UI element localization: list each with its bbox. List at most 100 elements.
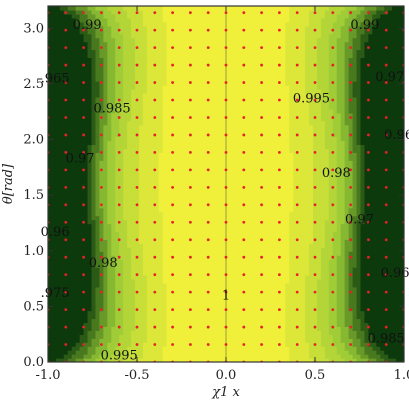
contour-cell: [233, 259, 239, 264]
contour-cell: [150, 33, 156, 39]
contour-cell: [229, 211, 235, 217]
contour-cell: [59, 255, 65, 260]
contour-cell: [59, 152, 65, 157]
contour-cell: [87, 37, 93, 43]
contour-cell: [59, 108, 65, 114]
contour-cell: [135, 93, 140, 98]
contour-cell: [59, 77, 65, 82]
contour-cell: [229, 57, 235, 62]
contour-cell: [123, 195, 128, 201]
contour-cell: [249, 274, 255, 280]
contour-cell: [249, 338, 255, 343]
contour-cell: [174, 294, 180, 300]
contour-cell: [119, 263, 124, 268]
contour-cell: [103, 89, 108, 94]
contour-cell: [51, 21, 57, 27]
contour-cell: [48, 199, 53, 205]
contour-cell: [182, 81, 188, 86]
contour-cell: [115, 41, 120, 47]
contour-cell: [233, 203, 239, 209]
contour-cell: [257, 259, 263, 264]
contour-cell: [142, 298, 148, 304]
contour-cell: [229, 358, 235, 362]
contour-cell: [194, 41, 199, 47]
contour-cell: [119, 286, 124, 292]
contour-cell: [190, 128, 195, 134]
contour-cell: [229, 219, 235, 225]
contour-cell: [146, 310, 152, 316]
contour-cell: [67, 136, 73, 142]
contour-cell: [95, 96, 101, 102]
contour-cell: [67, 358, 73, 362]
contour-cell: [154, 358, 160, 362]
contour-cell: [233, 96, 239, 102]
contour-cell: [55, 239, 61, 244]
contour-cell: [111, 152, 116, 157]
contour-cell: [91, 223, 97, 229]
contour-cell: [142, 314, 148, 320]
contour-cell: [257, 263, 263, 268]
contour-cell: [229, 85, 235, 90]
contour-cell: [245, 152, 251, 157]
contour-cell: [146, 227, 152, 233]
contour-cell: [194, 330, 199, 335]
contour-cell: [166, 239, 172, 244]
contour-cell: [59, 89, 65, 94]
contour-cell: [79, 302, 85, 308]
contour-cell: [127, 65, 132, 70]
contour-cell: [99, 318, 104, 324]
contour-cell: [146, 251, 152, 256]
contour-cell: [131, 350, 136, 355]
contour-cell: [249, 124, 255, 130]
contour-cell: [146, 263, 152, 268]
contour-cell: [103, 334, 108, 339]
contour-cell: [123, 330, 128, 335]
contour-cell: [253, 152, 259, 157]
contour-cell: [154, 69, 160, 74]
contour-cell: [48, 104, 53, 110]
contour-cell: [142, 21, 148, 27]
contour-cell: [79, 358, 85, 362]
contour-cell: [226, 73, 231, 78]
contour-cell: [138, 73, 144, 78]
contour-cell: [210, 112, 215, 118]
contour-cell: [99, 140, 104, 146]
contour-cell: [182, 96, 188, 102]
contour-cell: [202, 172, 207, 177]
contour-cell: [257, 152, 263, 157]
contour-cell: [123, 61, 128, 66]
contour-cell: [83, 96, 89, 102]
contour-cell: [91, 184, 97, 189]
contour-cell: [174, 152, 180, 157]
contour-cell: [107, 164, 112, 169]
contour-cell: [131, 73, 136, 78]
contour-cell: [146, 191, 152, 197]
contour-cell: [150, 223, 156, 229]
contour-cell: [222, 278, 227, 284]
contour-cell: [210, 346, 215, 351]
contour-cell: [138, 49, 144, 55]
contour-cell: [198, 342, 203, 347]
contour-cell: [158, 346, 164, 351]
contour-cell: [182, 85, 188, 90]
contour-cell: [210, 274, 215, 280]
contour-cell: [190, 93, 195, 98]
contour-cell: [107, 306, 112, 312]
contour-cell: [48, 338, 53, 343]
contour-cell: [222, 354, 227, 359]
contour-cell: [162, 96, 168, 102]
contour-cell: [194, 350, 199, 355]
contour-cell: [75, 187, 81, 193]
contour-cell: [135, 176, 140, 181]
contour-cell: [229, 29, 235, 35]
contour-cell: [119, 57, 124, 62]
contour-cell: [71, 263, 77, 268]
contour-cell: [198, 267, 203, 272]
contour-cell: [127, 49, 132, 55]
contour-cell: [257, 358, 263, 362]
contour-cell: [142, 29, 148, 35]
contour-cell: [51, 81, 57, 86]
contour-cell: [87, 136, 93, 142]
contour-cell: [119, 239, 124, 244]
contour-cell: [210, 282, 215, 288]
